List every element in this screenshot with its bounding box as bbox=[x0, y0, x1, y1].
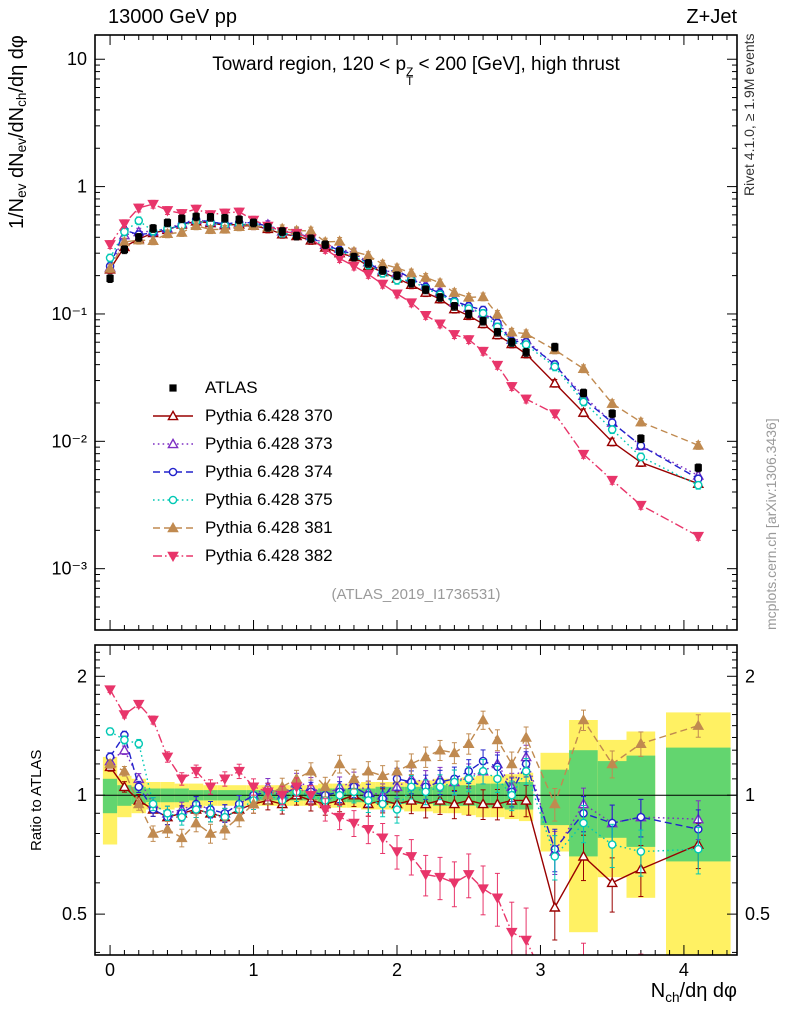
svg-text:0: 0 bbox=[105, 960, 115, 980]
legend: ATLAS Pythia 6.428 370 Pythia 6.428 373 Pyt… bbox=[150, 374, 333, 570]
y-axis-title: 1/Nev dNev/dNch/dη dφ bbox=[6, 35, 29, 229]
svg-text:1: 1 bbox=[745, 785, 755, 805]
ratio-panel-series bbox=[104, 685, 705, 955]
process-label: Z+Jet bbox=[686, 6, 737, 28]
series-marker-icon bbox=[153, 467, 193, 477]
svg-text:0.5: 0.5 bbox=[745, 904, 770, 924]
legend-item: Pythia 6.428 373 bbox=[150, 430, 333, 458]
svg-text:10⁻¹: 10⁻¹ bbox=[51, 304, 87, 324]
series-marker-icon bbox=[153, 521, 193, 533]
beam-energy-label: 13000 GeV pp bbox=[108, 6, 237, 28]
series-marker-icon bbox=[153, 409, 193, 421]
legend-label: Pythia 6.428 381 bbox=[205, 518, 333, 537]
top-panel-series bbox=[104, 199, 705, 543]
series-marker-icon bbox=[153, 551, 193, 563]
svg-text:1: 1 bbox=[77, 785, 87, 805]
legend-label: Pythia 6.428 374 bbox=[205, 462, 333, 481]
legend-item: Pythia 6.428 381 bbox=[150, 514, 333, 542]
svg-text:1: 1 bbox=[249, 960, 259, 980]
legend-item: ATLAS bbox=[150, 374, 333, 402]
legend-item: Pythia 6.428 382 bbox=[150, 542, 333, 570]
series-marker-icon bbox=[153, 437, 193, 449]
svg-text:3: 3 bbox=[535, 960, 545, 980]
rivet-version-label: Rivet 4.1.0, ≥ 1.9M events bbox=[741, 33, 757, 196]
svg-text:2: 2 bbox=[392, 960, 402, 980]
legend-item: Pythia 6.428 370 bbox=[150, 402, 333, 430]
legend-item: Pythia 6.428 374 bbox=[150, 458, 333, 486]
mcplots-credit-label: mcplots.cern.ch [arXiv:1306.3436] bbox=[763, 418, 779, 630]
ratio-axis-title: Ratio to ATLAS bbox=[28, 749, 45, 851]
uncertainty-bands bbox=[102, 712, 731, 955]
data-marker-icon bbox=[169, 384, 177, 392]
svg-text:1: 1 bbox=[77, 177, 87, 197]
svg-text:2: 2 bbox=[745, 666, 755, 686]
legend-item: Pythia 6.428 375 bbox=[150, 486, 333, 514]
legend-label: ATLAS bbox=[205, 378, 258, 397]
svg-text:0.5: 0.5 bbox=[62, 904, 87, 924]
series-marker-icon bbox=[153, 495, 193, 505]
svg-text:2: 2 bbox=[77, 666, 87, 686]
legend-label: Pythia 6.428 382 bbox=[205, 546, 333, 565]
svg-text:10⁻³: 10⁻³ bbox=[51, 559, 87, 579]
analysis-id-watermark: (ATLAS_2019_I1736531) bbox=[331, 586, 501, 603]
x-axis-title: Nch/dη dφ bbox=[650, 980, 737, 1005]
legend-label: Pythia 6.428 373 bbox=[205, 434, 333, 453]
legend-label: Pythia 6.428 375 bbox=[205, 490, 333, 509]
legend-label: Pythia 6.428 370 bbox=[205, 406, 333, 425]
svg-text:10: 10 bbox=[67, 49, 87, 69]
svg-text:10⁻²: 10⁻² bbox=[51, 431, 87, 451]
svg-text:4: 4 bbox=[679, 960, 689, 980]
